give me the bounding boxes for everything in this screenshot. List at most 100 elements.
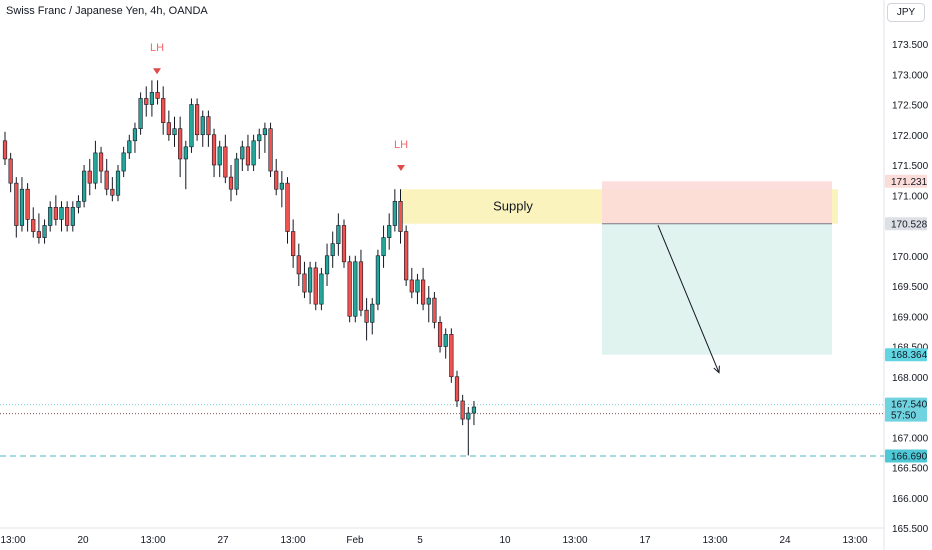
candle bbox=[240, 146, 245, 160]
target-price-badge[interactable] bbox=[885, 348, 927, 362]
stop-price-badge[interactable] bbox=[885, 174, 927, 188]
currency-button[interactable]: JPY bbox=[887, 3, 925, 22]
candle bbox=[274, 170, 279, 190]
time-tick-label: 20 bbox=[77, 535, 89, 546]
candle bbox=[200, 116, 205, 136]
price-tick-label: 169.000 bbox=[892, 312, 929, 323]
candle bbox=[132, 128, 138, 142]
candle bbox=[2, 140, 8, 160]
price-tick-label: 173.500 bbox=[892, 40, 929, 51]
price-tick-label: 168.000 bbox=[892, 373, 929, 384]
candle bbox=[324, 255, 330, 275]
candle bbox=[42, 225, 47, 238]
time-tick-label: 17 bbox=[639, 535, 651, 546]
candle bbox=[166, 122, 171, 136]
candle bbox=[392, 201, 397, 226]
candle bbox=[76, 201, 81, 208]
candle bbox=[460, 400, 465, 420]
time-tick-label: 13:00 bbox=[562, 535, 587, 546]
candle bbox=[144, 98, 149, 105]
swing-label-lh: LH bbox=[150, 42, 164, 54]
candle bbox=[172, 128, 177, 136]
candle bbox=[409, 279, 414, 293]
candle bbox=[291, 231, 296, 257]
candle bbox=[121, 152, 126, 172]
time-tick-label: 13:00 bbox=[702, 535, 727, 546]
candle bbox=[443, 334, 448, 347]
candle bbox=[415, 279, 420, 293]
candle bbox=[387, 225, 392, 238]
candle bbox=[93, 152, 98, 184]
price-tick-label: 173.000 bbox=[892, 70, 929, 81]
candle bbox=[14, 182, 19, 226]
time-tick-label: 13:00 bbox=[0, 535, 25, 546]
price-tick-label: 169.500 bbox=[892, 282, 929, 293]
candle bbox=[178, 128, 183, 160]
candle bbox=[223, 146, 228, 178]
candle bbox=[217, 146, 222, 166]
candle bbox=[234, 158, 239, 190]
candle bbox=[19, 188, 25, 226]
candle bbox=[104, 170, 109, 190]
candle bbox=[53, 207, 58, 220]
candle bbox=[449, 334, 454, 378]
candle bbox=[471, 406, 477, 414]
candle bbox=[251, 140, 256, 166]
candle bbox=[138, 98, 143, 129]
candle bbox=[454, 376, 460, 402]
level-price-badge[interactable] bbox=[885, 449, 927, 463]
time-tick-label: 27 bbox=[217, 535, 229, 546]
candle bbox=[206, 116, 211, 136]
candle bbox=[341, 225, 347, 263]
candle bbox=[268, 128, 273, 172]
candle bbox=[149, 92, 155, 105]
candle bbox=[228, 176, 234, 190]
candle bbox=[257, 134, 262, 142]
candle bbox=[279, 182, 284, 190]
price-tick-label: 171.000 bbox=[892, 191, 929, 202]
price-tick-label: 170.000 bbox=[892, 252, 929, 263]
stop-price-badge-text: 171.231 bbox=[891, 177, 928, 188]
price-tick-label: 167.000 bbox=[892, 433, 929, 444]
candle bbox=[127, 140, 132, 154]
level-price-badge-text: 166.690 bbox=[891, 452, 928, 463]
candle bbox=[319, 273, 324, 305]
time-tick-label: 13:00 bbox=[842, 535, 867, 546]
candle bbox=[87, 170, 92, 184]
candle bbox=[25, 188, 30, 220]
candle bbox=[59, 207, 64, 220]
candle bbox=[432, 297, 437, 323]
take-profit-zone[interactable] bbox=[602, 223, 832, 355]
target-price-badge-text: 168.364 bbox=[891, 350, 928, 361]
stop-loss-zone[interactable] bbox=[602, 181, 832, 224]
candle bbox=[115, 170, 121, 196]
price-tick-label: 166.000 bbox=[892, 494, 929, 505]
candle bbox=[155, 92, 160, 99]
time-tick-label: 13:00 bbox=[280, 535, 305, 546]
candle bbox=[381, 237, 386, 257]
candle bbox=[420, 279, 426, 305]
time-tick-label: 10 bbox=[499, 535, 511, 546]
candle bbox=[313, 267, 318, 305]
candle bbox=[358, 261, 364, 311]
candle bbox=[398, 201, 403, 232]
current-price-badge[interactable] bbox=[885, 397, 927, 422]
price-tick-label: 172.000 bbox=[892, 131, 929, 142]
current-price-text: 167.540 bbox=[891, 400, 928, 411]
swing-marker-icon bbox=[397, 165, 405, 172]
candle bbox=[353, 261, 358, 317]
swing-label-lh: LH bbox=[394, 139, 408, 151]
candle bbox=[189, 104, 194, 148]
projection-arrow[interactable] bbox=[657, 225, 720, 373]
candle bbox=[48, 207, 53, 226]
candle bbox=[161, 98, 166, 123]
entry-price-badge[interactable] bbox=[885, 217, 927, 231]
price-tick-label: 166.500 bbox=[892, 464, 929, 475]
candle bbox=[426, 297, 431, 305]
candle bbox=[404, 231, 409, 281]
time-tick-label: 24 bbox=[779, 535, 791, 546]
time-tick-label: 5 bbox=[417, 535, 423, 546]
candle bbox=[364, 309, 369, 323]
chart-title: Swiss Franc / Japanese Yen, 4h, OANDA bbox=[6, 5, 208, 17]
